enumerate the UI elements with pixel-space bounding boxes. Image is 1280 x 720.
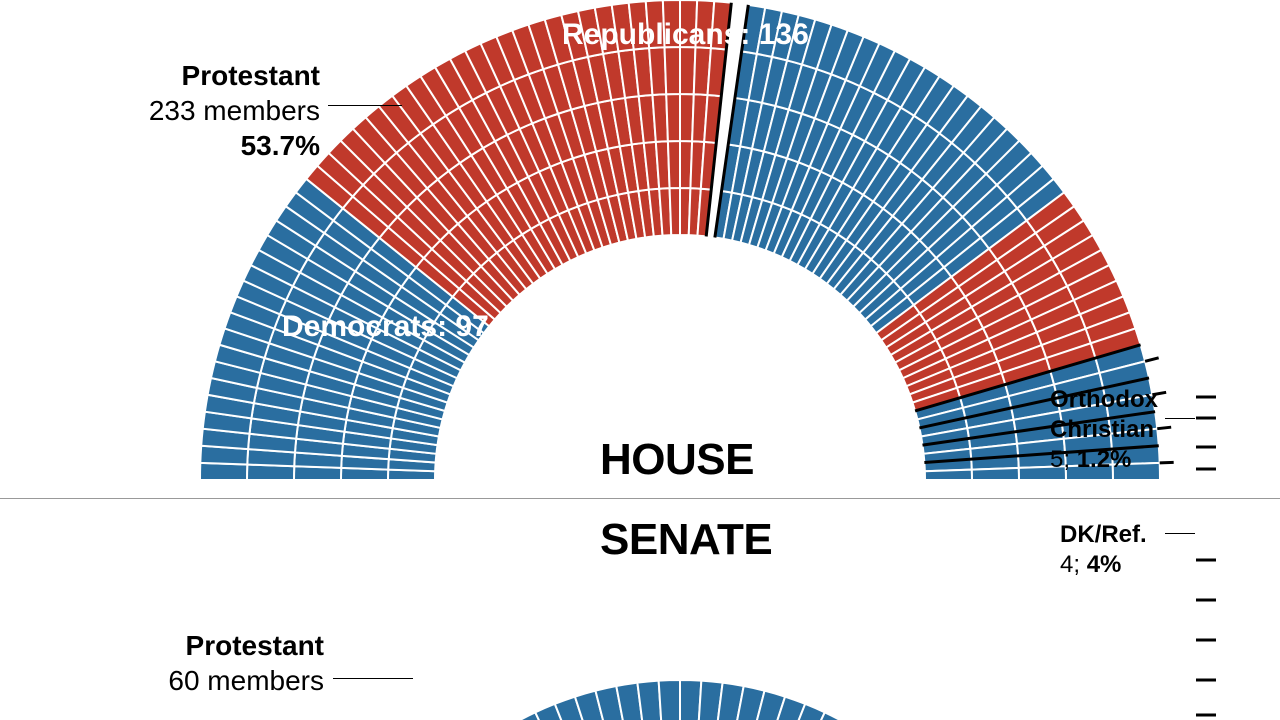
label-senate-dkref: DK/Ref. 4; 4% — [1060, 520, 1147, 580]
chamber-divider — [0, 498, 1280, 499]
label-senate-chamber: SENATE — [600, 515, 772, 565]
label-house-democrats: Democrats: 97 — [282, 310, 489, 344]
house-orthodox-line1: Orthodox — [1050, 385, 1158, 415]
label-senate-protestant: Protestant 60 members — [94, 628, 324, 698]
house-protestant-title: Protestant — [90, 58, 320, 93]
senate-protestant-title: Protestant — [94, 628, 324, 663]
house-protestant-members: 233 members — [90, 93, 320, 128]
senate-protestant-members: 60 members — [94, 663, 324, 698]
house-orthodox-stat: 5; 1.2% — [1050, 445, 1158, 475]
senate-dkref-stat: 4; 4% — [1060, 550, 1147, 580]
label-senate-dem-num: 20 — [505, 602, 538, 636]
label-house-protestant: Protestant 233 members 53.7% — [90, 58, 320, 163]
leader-senate-protestant — [333, 678, 413, 679]
house-orthodox-line2: Christian — [1050, 415, 1158, 445]
label-house-orthodox: Orthodox Christian 5; 1.2% — [1050, 385, 1158, 475]
leader-senate-dkref — [1165, 533, 1195, 534]
label-house-right-partial: 5 — [1258, 156, 1275, 190]
house-protestant-pct: 53.7% — [90, 128, 320, 163]
label-house-chamber: HOUSE — [600, 435, 754, 485]
leader-house-orthodox — [1165, 418, 1195, 419]
leader-house-protestant — [328, 105, 402, 106]
senate-dkref-title: DK/Ref. — [1060, 520, 1147, 550]
label-house-republicans: Republicans: 136 — [562, 18, 809, 52]
